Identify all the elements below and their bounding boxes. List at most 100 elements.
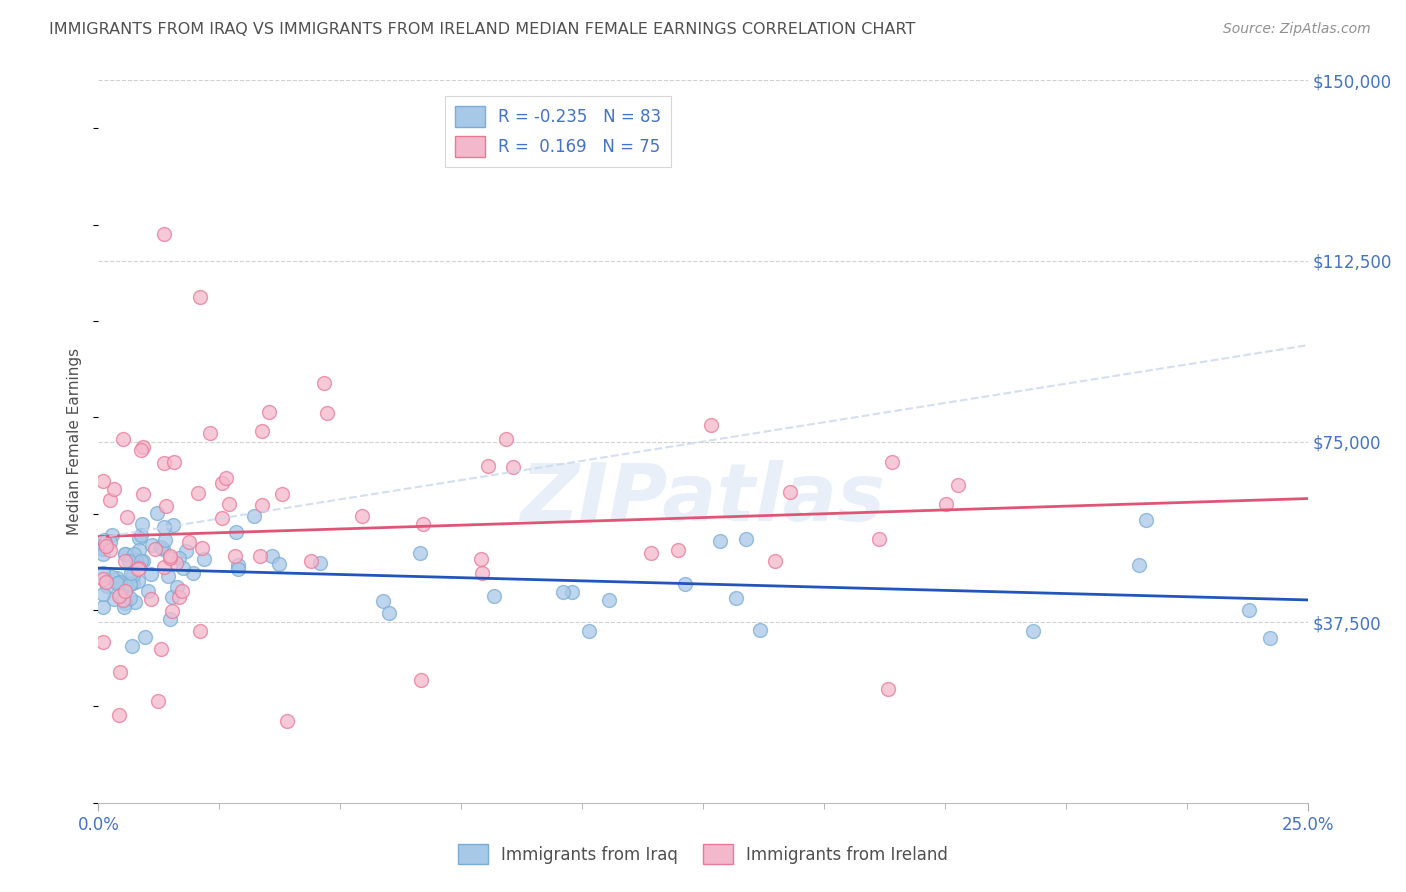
Point: [882, 455, 904, 469]
Point: [211, 476, 233, 491]
Point: [146, 507, 169, 521]
Point: [93, 533, 115, 548]
Point: [143, 542, 166, 557]
Point: [749, 624, 772, 638]
Point: [242, 508, 264, 523]
Legend: R = -0.235   N = 83, R =  0.169   N = 75: R = -0.235 N = 83, R = 0.169 N = 75: [444, 95, 671, 167]
Point: [118, 591, 141, 606]
Point: [193, 552, 215, 566]
Point: [122, 547, 145, 561]
Point: [159, 551, 181, 566]
Point: [495, 432, 517, 446]
Point: [1237, 603, 1260, 617]
Point: [114, 547, 136, 561]
Point: [502, 459, 524, 474]
Point: [107, 576, 129, 591]
Point: [763, 554, 786, 568]
Point: [117, 510, 139, 524]
Point: [371, 593, 394, 607]
Point: [91, 542, 114, 557]
Point: [91, 541, 114, 555]
Point: [249, 549, 271, 563]
Point: [134, 631, 156, 645]
Point: [153, 533, 176, 547]
Point: [141, 538, 163, 552]
Legend: Immigrants from Iraq, Immigrants from Ireland: Immigrants from Iraq, Immigrants from Ir…: [451, 838, 955, 871]
Point: [226, 558, 249, 573]
Point: [699, 418, 721, 433]
Point: [98, 542, 121, 557]
Point: [948, 478, 970, 492]
Point: [96, 574, 118, 589]
Point: [160, 604, 183, 618]
Point: [561, 585, 583, 599]
Point: [350, 508, 373, 523]
Point: [877, 682, 900, 697]
Point: [152, 559, 174, 574]
Point: [471, 566, 494, 580]
Point: [174, 544, 197, 558]
Point: [132, 554, 155, 568]
Point: [482, 589, 505, 603]
Point: [114, 554, 136, 568]
Point: [411, 673, 433, 687]
Point: [91, 566, 114, 580]
Point: [312, 376, 335, 391]
Point: [299, 554, 322, 568]
Point: [156, 568, 179, 582]
Point: [470, 551, 492, 566]
Point: [127, 574, 149, 589]
Point: [108, 589, 131, 603]
Text: ZIPatlas: ZIPatlas: [520, 460, 886, 539]
Point: [146, 694, 169, 708]
Point: [165, 556, 187, 570]
Point: [735, 532, 758, 546]
Point: [118, 554, 141, 568]
Point: [111, 593, 134, 607]
Point: [309, 556, 332, 570]
Point: [215, 471, 238, 485]
Point: [120, 577, 142, 591]
Point: [150, 642, 173, 657]
Point: [131, 527, 153, 541]
Point: [252, 498, 274, 512]
Point: [211, 511, 233, 525]
Point: [181, 566, 204, 580]
Point: [1128, 558, 1150, 573]
Point: [91, 573, 114, 587]
Point: [152, 541, 174, 556]
Point: [91, 547, 114, 561]
Text: IMMIGRANTS FROM IRAQ VS IMMIGRANTS FROM IRELAND MEDIAN FEMALE EARNINGS CORRELATI: IMMIGRANTS FROM IRAQ VS IMMIGRANTS FROM …: [49, 22, 915, 37]
Point: [128, 561, 150, 575]
Point: [218, 497, 240, 511]
Point: [108, 665, 131, 679]
Point: [316, 406, 339, 420]
Point: [105, 571, 128, 585]
Point: [172, 561, 194, 575]
Point: [935, 497, 957, 511]
Point: [640, 546, 662, 560]
Point: [127, 562, 149, 576]
Point: [169, 591, 191, 605]
Point: [159, 612, 181, 626]
Point: [159, 549, 181, 563]
Point: [267, 557, 290, 571]
Point: [94, 540, 117, 554]
Point: [188, 290, 211, 304]
Point: [160, 591, 183, 605]
Point: [114, 583, 136, 598]
Point: [91, 600, 114, 615]
Point: [139, 567, 162, 582]
Point: [103, 592, 125, 607]
Point: [408, 546, 430, 560]
Point: [132, 487, 155, 501]
Point: [120, 566, 142, 580]
Point: [191, 541, 214, 556]
Point: [162, 517, 184, 532]
Point: [477, 458, 499, 473]
Point: [112, 600, 135, 615]
Point: [108, 588, 131, 602]
Point: [131, 554, 153, 568]
Point: [98, 535, 121, 549]
Point: [91, 475, 114, 489]
